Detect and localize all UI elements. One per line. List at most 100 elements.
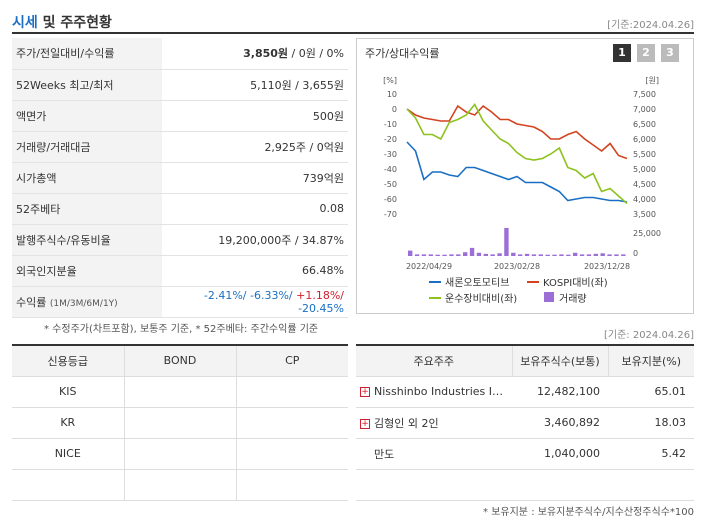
info-label: 주가/전일대비/수익률 [12, 38, 162, 70]
info-value: 66.48% [162, 255, 348, 287]
volume-bar [524, 253, 530, 256]
holder-header-row: 주요주주 보유주식수(보통) 보유지분(%) [356, 345, 694, 377]
credit-header: CP [235, 345, 348, 377]
volume-bar [586, 254, 592, 256]
credit-bond [123, 407, 236, 439]
series-line [406, 103, 628, 205]
volume-bar [607, 254, 612, 256]
volume-bar [559, 254, 564, 256]
volume-bar [428, 254, 433, 256]
credit-agency [12, 469, 124, 501]
credit-rating-table: 신용등급 BOND CP KIS KR NICE [12, 344, 348, 501]
table-row: + 김형인 외 2인 3,460,892 18.03 [356, 407, 694, 439]
info-value: 500원 [162, 100, 348, 132]
table-row: + Nisshinbo Industries I… 12,482,100 65.0… [356, 376, 694, 408]
return-6m: +1.18%/ [292, 288, 344, 302]
table-row: KIS [12, 376, 348, 408]
volume-bar [483, 253, 488, 256]
left-axis-tick: -40 [384, 165, 397, 174]
info-row: 52Weeks 최고/최저 5,110원 / 3,655원 [12, 69, 348, 101]
holder-header: 보유지분(%) [607, 345, 694, 377]
info-row: 발행주식수/유동비율 19,200,000주 / 34.87% [12, 224, 348, 256]
info-row: 거래량/거래대금 2,925주 / 0억원 [12, 131, 348, 163]
right-axis-tick: 7,000 [633, 105, 656, 114]
info-value: 3,850원 / 0원 / 0% [162, 38, 348, 70]
volume-bar [545, 254, 550, 256]
returns-period: (1M/3M/6M/1Y) [49, 298, 118, 309]
volume-bar [573, 252, 578, 256]
right-axis-unit: [원] [645, 76, 659, 85]
holder-pct: 18.03 [608, 407, 694, 439]
chart-tab-3[interactable]: 3 [661, 44, 679, 62]
price-info-table: 주가/전일대비/수익률 3,850원 / 0원 / 0% 52Weeks 최고/… [12, 38, 348, 318]
expand-icon[interactable]: + [360, 418, 370, 429]
credit-agency: KR [12, 407, 124, 439]
info-value: 0.08 [162, 193, 348, 225]
volume-bar [614, 254, 619, 256]
x-axis-tick: 2023/02/28 [494, 262, 540, 271]
left-axis-tick: -10 [384, 120, 397, 129]
info-label: 외국인지분율 [12, 255, 162, 287]
x-axis-tick: 2022/04/29 [406, 262, 452, 271]
holder-name-cell: 만도 [356, 438, 512, 470]
section-header: 시세 및 주주현황 [기준:2024.04.26] [12, 8, 694, 34]
volume-bar [442, 254, 447, 256]
info-label: 액면가 [12, 100, 162, 132]
volume-bar [552, 254, 557, 256]
table-row: KR [12, 407, 348, 439]
series-line [406, 104, 628, 160]
holder-shares: 12,482,100 [512, 376, 608, 408]
volume-bar [518, 254, 523, 256]
credit-bond [123, 469, 236, 501]
returns-label: 수익률 (1M/3M/6M/1Y) [12, 286, 162, 318]
holder-name: 김형인 외 2인 [374, 416, 439, 430]
left-axis-tick: 10 [387, 90, 397, 99]
holder-name-cell: + 김형인 외 2인 [356, 407, 512, 439]
volume-axis-tick: 0 [633, 249, 638, 258]
return-3m: -6.33%/ [246, 288, 293, 302]
right-axis-tick: 7,500 [633, 90, 656, 99]
chart-title: 주가/상대수익률 [365, 47, 440, 60]
credit-cp [235, 438, 348, 470]
info-label: 52주베타 [12, 193, 162, 225]
chart-tab-1[interactable]: 1 [613, 44, 631, 62]
info-label: 발행주식수/유동비율 [12, 224, 162, 256]
credit-cp [235, 376, 348, 408]
credit-cp [235, 407, 348, 439]
holder-shares: 1,040,000 [512, 438, 608, 470]
holder-pct: 5.42 [608, 438, 694, 470]
right-axis-tick: 3,500 [633, 210, 656, 219]
credit-header: BOND [123, 345, 236, 377]
holder-name: 만도 [374, 447, 395, 461]
right-axis-tick: 5,000 [633, 165, 656, 174]
right-axis-tick: 4,000 [633, 195, 656, 204]
credit-cp [235, 469, 348, 501]
x-axis-tick: 2023/12/28 [584, 262, 630, 271]
volume-bar [600, 253, 605, 256]
info-value: 2,925주 / 0억원 [162, 131, 348, 163]
footnote-date: [기준: 2024.04.26] [603, 330, 694, 341]
volume-bar [504, 227, 509, 256]
left-axis-tick: -30 [384, 150, 397, 159]
chart-tab-2[interactable]: 2 [637, 44, 655, 62]
info-row: 외국인지분율 66.48% [12, 255, 348, 287]
chart-panel: 주가/상대수익률 1 2 3 [%] [원] 10 0 -10 -20 -30 -40 -50 -… [356, 38, 694, 314]
volume-bar [511, 252, 516, 256]
holder-name-cell: + Nisshinbo Industries I… [356, 376, 512, 408]
volume-bar [593, 253, 598, 256]
right-axis-tick: 6,000 [633, 135, 656, 144]
volume-bar [469, 247, 475, 256]
left-axis-tick: -20 [384, 135, 397, 144]
volume-bar [414, 254, 420, 256]
info-row: 시가총액 739억원 [12, 162, 348, 194]
volume-bar [408, 250, 413, 256]
expand-icon[interactable]: + [360, 387, 370, 397]
legend-label: 운수장비대비(좌) [445, 293, 517, 305]
volume-axis-tick: 25,000 [633, 229, 661, 238]
title-rest: 및 주주현황 [42, 15, 112, 31]
holder-shares: 3,460,892 [512, 407, 608, 439]
left-axis-tick: -60 [384, 195, 397, 204]
title-accent: 시세 [12, 15, 38, 31]
return-1y: -20.45% [298, 301, 344, 315]
holder-name: Nisshinbo Industries I… [374, 385, 503, 398]
